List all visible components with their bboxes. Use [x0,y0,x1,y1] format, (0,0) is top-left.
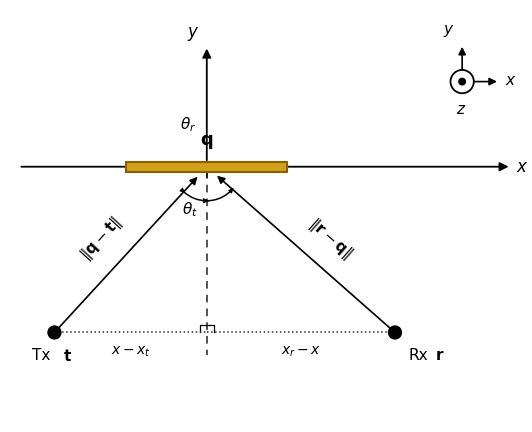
Circle shape [451,70,474,93]
Text: Tx: Tx [31,348,50,363]
Text: $\mathbf{t}$: $\mathbf{t}$ [63,348,71,364]
Text: $y$: $y$ [187,25,200,43]
Text: $\theta_t$: $\theta_t$ [182,200,198,219]
Text: $\|\mathbf{q}-\mathbf{t}\|$: $\|\mathbf{q}-\mathbf{t}\|$ [76,213,126,265]
Text: $z$: $z$ [456,102,467,117]
Text: $\theta_r$: $\theta_r$ [180,116,196,134]
Text: $x$: $x$ [516,158,528,176]
Circle shape [388,326,402,339]
Text: $y$: $y$ [443,22,455,38]
Circle shape [459,78,466,85]
Text: Rx: Rx [409,348,428,363]
Bar [126,162,287,172]
Text: $\mathbf{r}$: $\mathbf{r}$ [435,348,445,363]
Text: $x$: $x$ [505,73,517,88]
Circle shape [48,326,61,339]
Text: $\|\mathbf{r}-\mathbf{q}\|$: $\|\mathbf{r}-\mathbf{q}\|$ [304,214,356,264]
Text: $x_r - x$: $x_r - x$ [281,344,321,359]
Text: $x - x_t$: $x - x_t$ [111,344,151,359]
Text: $\mathbf{q}$: $\mathbf{q}$ [200,133,213,151]
